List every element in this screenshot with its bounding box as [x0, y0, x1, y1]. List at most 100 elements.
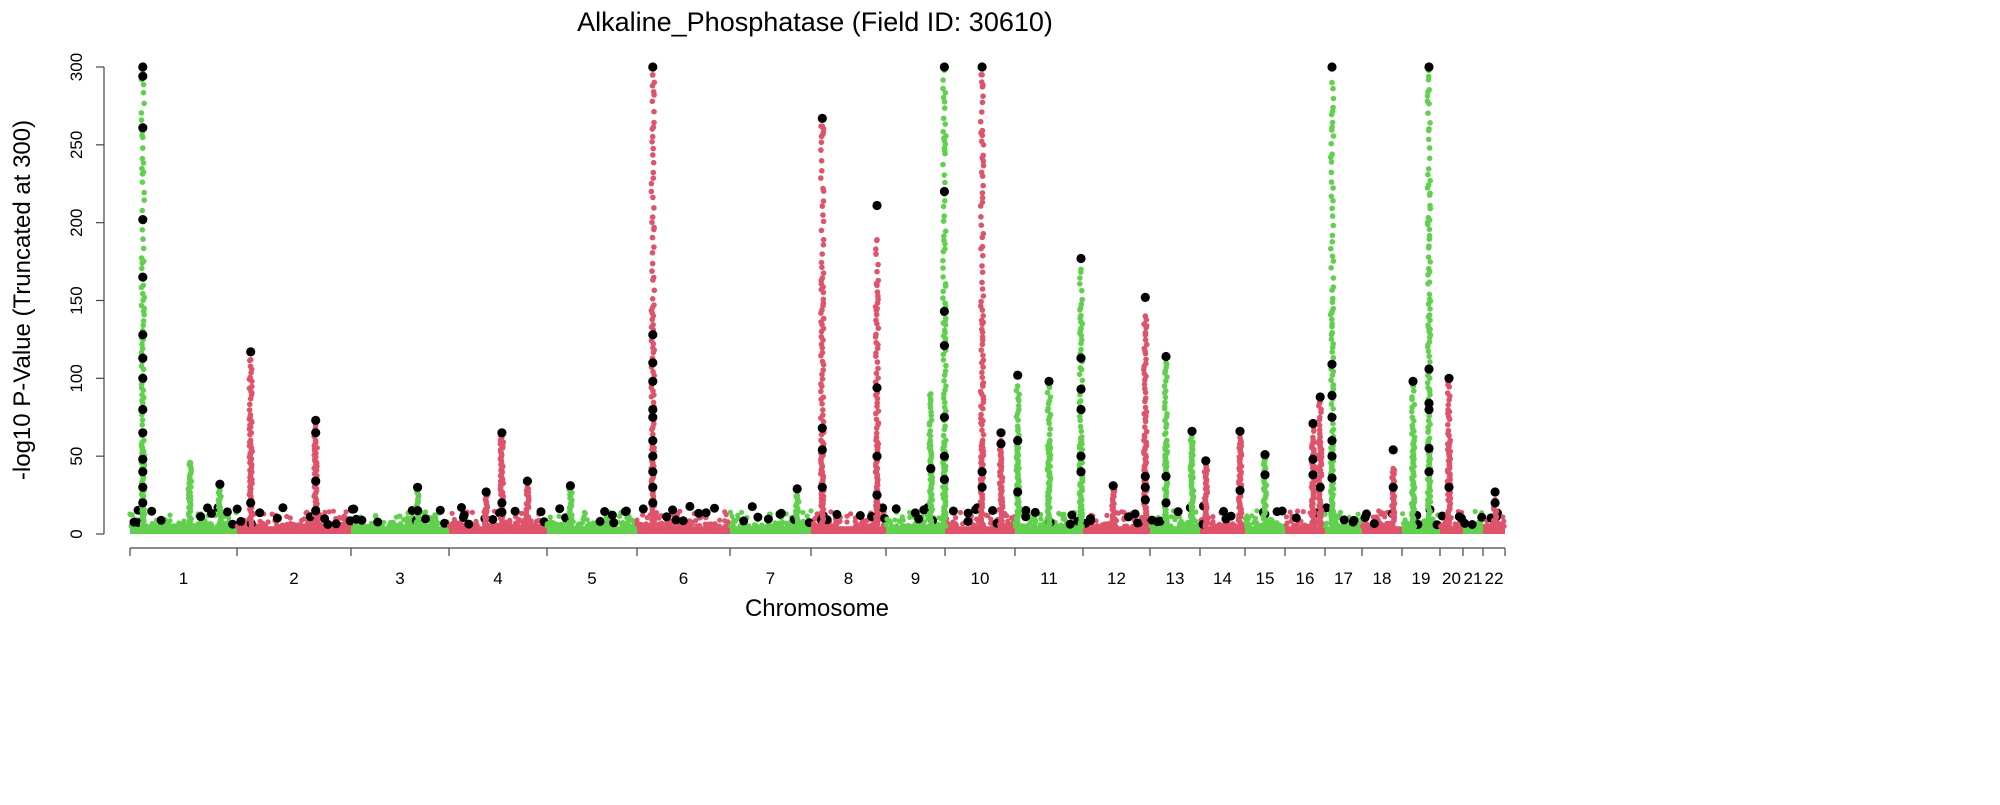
- peak-snp-point: [979, 369, 985, 376]
- snp-point: [1300, 509, 1306, 515]
- lead-snp-point: [648, 498, 658, 508]
- snp-point: [1365, 523, 1371, 529]
- peak-snp-point: [874, 237, 880, 243]
- lead-snp-point: [1140, 471, 1150, 481]
- peak-snp-point: [138, 110, 145, 116]
- x-tick-label: 15: [1256, 569, 1275, 588]
- baseline-band-chr8: [811, 526, 886, 534]
- peak-snp-point: [1328, 159, 1335, 165]
- lead-snp-point: [138, 373, 148, 383]
- x-tick-label: 4: [493, 569, 502, 588]
- peak-snp-point: [1426, 232, 1433, 239]
- lead-snp-point: [1444, 373, 1454, 383]
- peak-snp-point: [1047, 394, 1054, 400]
- baseline-band-chr5: [547, 526, 637, 534]
- snp-point: [556, 513, 562, 519]
- peak-snp-point: [1330, 133, 1337, 139]
- lead-snp-point: [1315, 392, 1325, 402]
- peak-snp-point: [980, 380, 987, 386]
- lead-snp-point: [1219, 506, 1229, 516]
- peak-snp-point: [1317, 431, 1323, 437]
- snp-point: [1172, 517, 1178, 523]
- peak-snp-point: [820, 218, 827, 225]
- snp-point: [1302, 522, 1308, 528]
- peak-snp-point: [1424, 98, 1431, 105]
- peak-snp-point: [1329, 239, 1336, 245]
- lead-snp-point: [1437, 511, 1447, 521]
- lead-snp-point: [1339, 515, 1349, 525]
- peak-snp-point: [819, 358, 826, 365]
- peak-snp-point: [139, 392, 145, 398]
- lead-snp-point: [138, 62, 148, 72]
- peak-snp-point: [1424, 93, 1431, 99]
- peak-snp-point: [649, 268, 655, 274]
- peak-snp-point: [1328, 140, 1334, 147]
- snp-point: [1295, 508, 1301, 514]
- peak-snp-point: [1330, 426, 1337, 433]
- peak-snp-point: [1427, 259, 1433, 265]
- snp-point: [1342, 523, 1348, 529]
- snp-point: [953, 515, 959, 521]
- lead-snp-point: [648, 404, 658, 415]
- lead-snp-point: [939, 474, 950, 485]
- lead-snp-point: [311, 506, 321, 516]
- snp-point: [830, 523, 836, 529]
- peak-snp-point: [818, 158, 825, 164]
- peak-snp-point: [1013, 387, 1020, 394]
- lead-snp-point: [638, 504, 648, 514]
- peak-snp-point: [979, 127, 986, 134]
- peak-snp-point: [820, 242, 827, 248]
- lead-snp-point: [939, 306, 950, 316]
- snp-point: [810, 523, 817, 529]
- peak-snp-point: [943, 362, 949, 369]
- lead-snp-point: [497, 498, 507, 508]
- peak-snp-point: [1329, 213, 1336, 219]
- peak-snp-point: [1445, 402, 1452, 408]
- peak-snp-point: [1330, 354, 1337, 361]
- snp-point: [584, 517, 590, 523]
- peak-snp-point: [1444, 390, 1451, 396]
- snp-point: [892, 517, 898, 523]
- lead-snp-point: [497, 507, 507, 517]
- snp-point: [735, 512, 741, 518]
- lead-snp-point: [753, 512, 763, 522]
- snp-point: [579, 520, 586, 526]
- peak-snp-point: [1044, 389, 1051, 396]
- x-tick-label: 9: [911, 569, 920, 588]
- x-tick-label: 6: [679, 569, 688, 588]
- snp-point: [148, 523, 154, 529]
- baseline-band-chr20: [1440, 526, 1463, 534]
- peak-snp-point: [978, 411, 984, 418]
- snp-point: [533, 520, 539, 527]
- peak-snp-point: [928, 417, 935, 423]
- lead-snp-point: [855, 511, 865, 520]
- snp-point: [265, 519, 271, 525]
- peak-snp-point: [649, 250, 656, 256]
- lead-snp-point: [1369, 519, 1379, 529]
- peak-snp-point: [978, 214, 984, 220]
- snp-point: [433, 519, 439, 525]
- snp-point: [1501, 523, 1507, 529]
- peak-snp-point: [1427, 202, 1433, 209]
- snp-point: [393, 514, 399, 520]
- snp-point: [547, 514, 553, 520]
- snp-point: [518, 510, 525, 516]
- lead-snp-point: [203, 503, 212, 513]
- peak-snp-point: [873, 434, 880, 441]
- peak-snp-point: [648, 180, 655, 187]
- snp-point: [1002, 523, 1008, 529]
- snp-point: [863, 523, 869, 529]
- peak-snp-point: [649, 133, 656, 140]
- baseline-band-chr12: [1083, 526, 1150, 534]
- peak-snp-point: [140, 245, 147, 252]
- peak-snp-point: [651, 302, 657, 308]
- peak-snp-point: [819, 376, 826, 382]
- peak-snp-point: [979, 72, 985, 78]
- lead-snp-point: [457, 503, 466, 512]
- peak-snp-point: [942, 368, 949, 374]
- lead-snp-point: [1076, 384, 1086, 394]
- peak-snp-point: [1316, 422, 1323, 429]
- peak-snp-point: [1142, 424, 1148, 430]
- peak-snp-point: [651, 108, 657, 115]
- snp-point: [330, 508, 336, 514]
